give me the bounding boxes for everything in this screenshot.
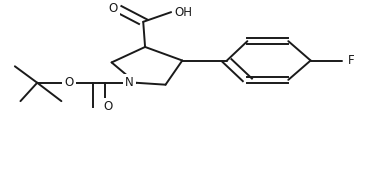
- Text: F: F: [348, 54, 355, 67]
- Text: N: N: [125, 76, 134, 89]
- Text: O: O: [109, 2, 118, 15]
- Text: O: O: [103, 100, 112, 113]
- Text: O: O: [64, 76, 73, 89]
- Text: OH: OH: [175, 6, 193, 19]
